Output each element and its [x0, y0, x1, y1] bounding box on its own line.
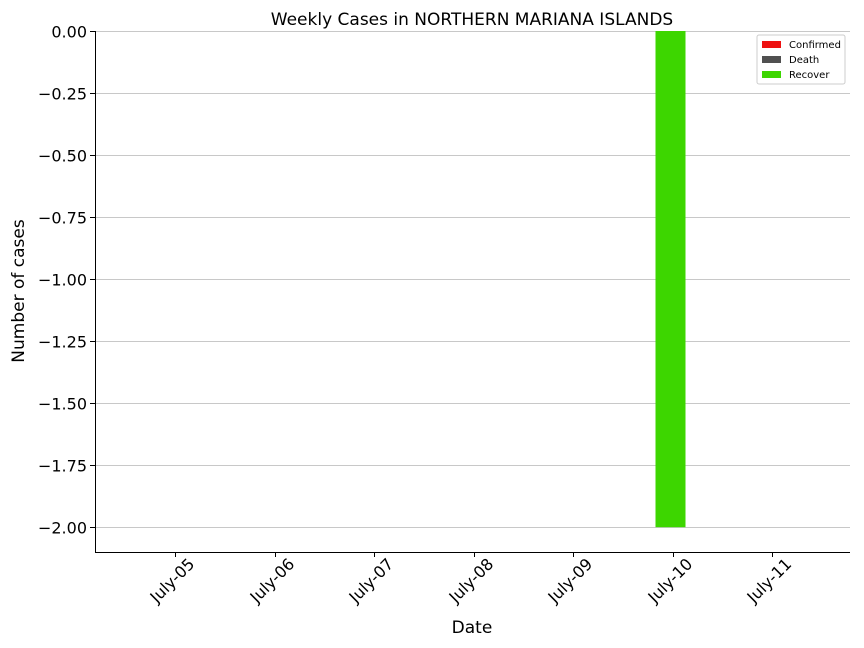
y-tick-label: 0.00 [51, 23, 87, 42]
y-tick-label: −0.50 [38, 147, 87, 166]
legend-label-confirmed: Confirmed [789, 40, 841, 51]
legend-label-death: Death [789, 55, 819, 66]
legend-label-recover: Recover [789, 70, 830, 81]
legend: Confirmed Death Recover [756, 34, 846, 85]
y-tick-label: −2.00 [38, 519, 87, 538]
x-ticks: July-05 July-06 July-07 July-08 July-09 July-… [146, 552, 796, 607]
y-tick-label: −1.50 [38, 395, 87, 414]
x-tick-label: July-08 [445, 554, 498, 607]
chart-title: Weekly Cases in NORTHERN MARIANA ISLANDS [271, 10, 673, 30]
y-tick-label: −1.00 [38, 271, 87, 290]
x-tick-label: July-05 [146, 554, 199, 607]
y-tick-label: −0.25 [38, 85, 87, 104]
x-tick-label: July-07 [345, 554, 398, 607]
legend-swatch-death [762, 56, 781, 63]
y-tick-label: −1.75 [38, 457, 87, 476]
grid-lines [95, 31, 850, 528]
y-axis-title: Number of cases [9, 219, 29, 363]
bars [655, 31, 686, 528]
y-ticks: 0.00 −0.25 −0.50 −0.75 −1.00 −1.25 −1.50 −1.75 −… [38, 23, 95, 538]
bar-recover [655, 31, 686, 528]
x-axis-title: Date [452, 618, 493, 638]
legend-swatch-confirmed [762, 41, 781, 48]
x-tick-label: July-06 [246, 554, 299, 607]
y-tick-label: −1.25 [38, 333, 87, 352]
x-tick-label: July-10 [644, 554, 697, 607]
legend-swatch-recover [762, 71, 781, 78]
x-tick-label: July-09 [544, 554, 597, 607]
x-tick-label: July-11 [743, 554, 796, 607]
y-tick-label: −0.75 [38, 209, 87, 228]
axes [95, 31, 850, 553]
